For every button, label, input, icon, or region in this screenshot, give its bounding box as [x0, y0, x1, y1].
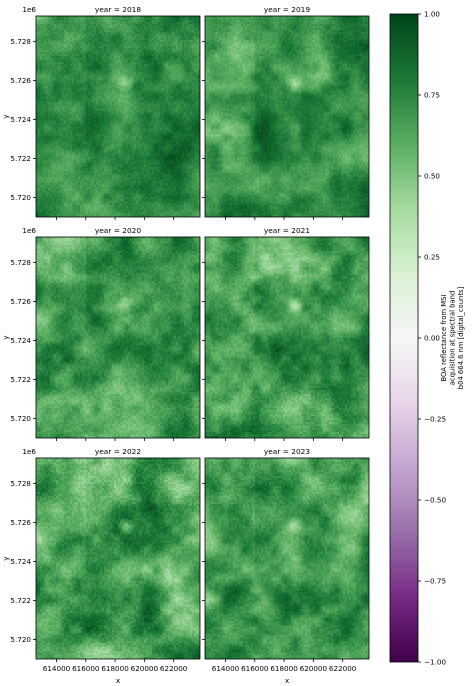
y-axis-label: y — [1, 556, 10, 561]
x-tick-label: 622000 — [160, 664, 188, 673]
y-tick-label: 5.720 — [10, 635, 31, 644]
x-tick-label: 620000 — [300, 664, 328, 673]
colorbar-tick-label: 1.00 — [424, 10, 440, 19]
y-tick-label: 5.728 — [10, 479, 31, 488]
panel-frame — [35, 457, 201, 660]
panel-title: year = 2018 — [95, 5, 141, 14]
colorbar-tick-label: −0.50 — [424, 496, 446, 505]
heatmap-raster-2019 — [205, 16, 369, 217]
panel-frame — [204, 457, 370, 660]
x-tick-label: 618000 — [101, 664, 129, 673]
colorbar-tick-label: −0.25 — [424, 415, 446, 424]
panel-frame — [204, 15, 370, 218]
y-tick-label: 5.720 — [10, 193, 31, 202]
y-tick-label: 5.722 — [10, 375, 31, 384]
y-tick-label: 5.724 — [10, 336, 31, 345]
colorbar-tick-label: −0.75 — [424, 577, 446, 586]
x-tick-label: 616000 — [241, 664, 269, 673]
y-tick-label: 5.722 — [10, 596, 31, 605]
colorbar-tick-label: 0.00 — [424, 334, 440, 343]
y-tick-label: 5.726 — [10, 297, 31, 306]
heatmap-raster-2021 — [205, 237, 369, 438]
panel-2020: year = 2020 5.720 5.722 5.724 5.726 5.728 1e6 y — [1, 226, 201, 441]
x-tick-label: 614000 — [212, 664, 240, 673]
panel-title: year = 2023 — [264, 447, 310, 456]
x-axis-label: x — [285, 676, 290, 685]
x-tick-label: 622000 — [329, 664, 357, 673]
panel-frame — [35, 15, 201, 218]
colorbar-tick-label: 0.50 — [424, 172, 440, 181]
y-tick-label: 5.724 — [10, 115, 31, 124]
colorbar-tick-label: 0.25 — [424, 253, 440, 262]
panel-2022: year = 2022 5.720 5.722 5.724 5.726 5.728 6140… — [1, 447, 201, 685]
y-tick-label: 5.728 — [10, 258, 31, 267]
panel-2019: year = 2019 — [202, 5, 370, 220]
colorbar-label: BOA reflectance from MSIacquisition at s… — [440, 286, 465, 389]
y-offset-label: 1e6 — [22, 5, 36, 14]
heatmap-raster-2023 — [205, 458, 369, 659]
panel-title: year = 2022 — [95, 447, 141, 456]
x-tick-label: 616000 — [72, 664, 100, 673]
panel-title: year = 2019 — [264, 5, 310, 14]
x-tick-label: 618000 — [270, 664, 298, 673]
y-offset-label: 1e6 — [22, 226, 36, 235]
x-tick-label: 620000 — [131, 664, 159, 673]
panel-frame — [204, 236, 370, 439]
y-tick-label: 5.726 — [10, 76, 31, 85]
panels-layer: year = 20185.7205.7225.7245.7265.7281e6y… — [1, 5, 370, 685]
panel-frame — [35, 236, 201, 439]
heatmap-raster-2018 — [36, 16, 200, 217]
x-tick-label: 614000 — [43, 664, 71, 673]
heatmap-raster-2020 — [36, 237, 200, 438]
panel-title: year = 2020 — [95, 226, 141, 235]
panel-2018: year = 2018 5.720 5.722 5.724 5.726 5.728 1e6 y — [1, 5, 201, 220]
y-axis-label: y — [1, 335, 10, 340]
y-axis-label: y — [1, 114, 10, 119]
colorbar-gradient — [389, 13, 419, 663]
y-offset-label: 1e6 — [22, 447, 36, 456]
heatmap-raster-2022 — [36, 458, 200, 659]
y-tick-label: 5.722 — [10, 154, 31, 163]
x-axis-label: x — [116, 676, 121, 685]
colorbar-tick-label: 0.75 — [424, 91, 440, 100]
y-tick-label: 5.728 — [10, 37, 31, 46]
colorbar-tick-label: −1.00 — [424, 658, 446, 667]
y-tick-label: 5.724 — [10, 557, 31, 566]
panel-2023: year = 2023 614000 616000 618000 620000 62200… — [202, 447, 370, 685]
colorbar: 1.00 0.75 0.50 0.25 0.00 −0.25 −0.50 −0.75 −1.00… — [389, 10, 465, 667]
y-tick-label: 5.726 — [10, 518, 31, 527]
y-tick-label: 5.720 — [10, 414, 31, 423]
panel-title: year = 2021 — [264, 226, 310, 235]
panel-2021: year = 2021 — [202, 226, 370, 441]
